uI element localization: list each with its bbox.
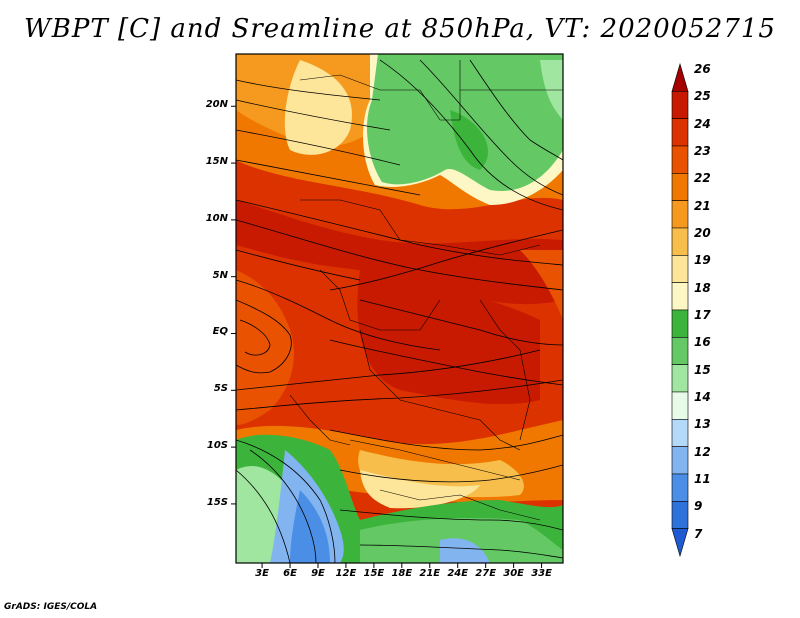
colorbar-label: 26 [694,62,711,76]
lon-label: 27E [475,568,497,579]
lon-label: 18E [391,568,413,579]
colorbar-swatch [671,255,689,283]
lon-label: 24E [447,568,469,579]
colorbar-label: 16 [694,335,711,350]
lon-label: 6E [283,568,297,579]
colorbar-swatch [671,337,689,365]
colorbar-swatch [671,145,689,174]
colorbar-swatch [671,419,689,447]
colorbar-label: 7 [694,526,703,541]
lon-label: 33E [531,568,552,579]
colorbar-swatch [671,91,689,119]
colorbar-label: 18 [694,280,711,295]
lon-label: 12E [335,568,357,579]
lat-label: EQ [212,326,228,338]
colorbar-swatch [671,118,689,147]
colorbar-label: 17 [694,308,711,322]
wbpt-shading [236,54,563,563]
map-frame [235,53,564,564]
colorbar-swatch [671,528,689,558]
colorbar-swatch [671,200,689,229]
lon-label: 21E [419,568,441,579]
colorbar-label: 24 [694,116,711,131]
colorbar-swatch [671,309,689,338]
map-title: WBPT [C] and Sreamline at 850hPa, VT: 20… [24,14,776,44]
colorbar-label: 12 [694,444,711,459]
lon-label: 3E [255,568,269,579]
colorbar-label: 23 [694,144,711,158]
colorbar-label: 20 [694,226,711,240]
colorbar-label: 9 [694,499,703,514]
colorbar-label: 15 [694,362,711,377]
colorbar-label: 22 [694,171,711,186]
lon-label: 15E [363,568,385,579]
country-borders [289,60,563,521]
lat-label: 10S [206,440,228,452]
colorbar-swatch [671,501,689,529]
streamlines [236,59,563,563]
lat-label: 10N [205,212,228,224]
colorbar-label: 25 [694,89,711,104]
lon-label: 9E [311,568,325,579]
lat-label: 15S [206,496,228,508]
colorbar-swatch [671,62,689,92]
colorbar-swatch [671,173,689,201]
colorbar-label: 19 [694,253,711,268]
lat-label: 5S [213,383,228,395]
colorbar-swatch [671,227,689,256]
colorbar-label: 14 [694,390,711,404]
lon-label: 30E [503,568,524,579]
colorbar-label: 13 [694,417,711,432]
colorbar-label: 21 [694,198,711,213]
grads-credit: GrADS: IGES/COLA [4,602,98,612]
colorbar-swatch [671,282,689,311]
lat-label: 20N [205,99,228,111]
colorbar-swatch [671,391,689,420]
colorbar-swatch [671,446,689,475]
colorbar-swatch [671,364,689,393]
colorbar-swatch [671,473,689,502]
lat-label: 5N [212,269,228,281]
colorbar-label: 11 [694,472,711,486]
lat-label: 15N [205,156,228,168]
colorbar [671,62,689,558]
